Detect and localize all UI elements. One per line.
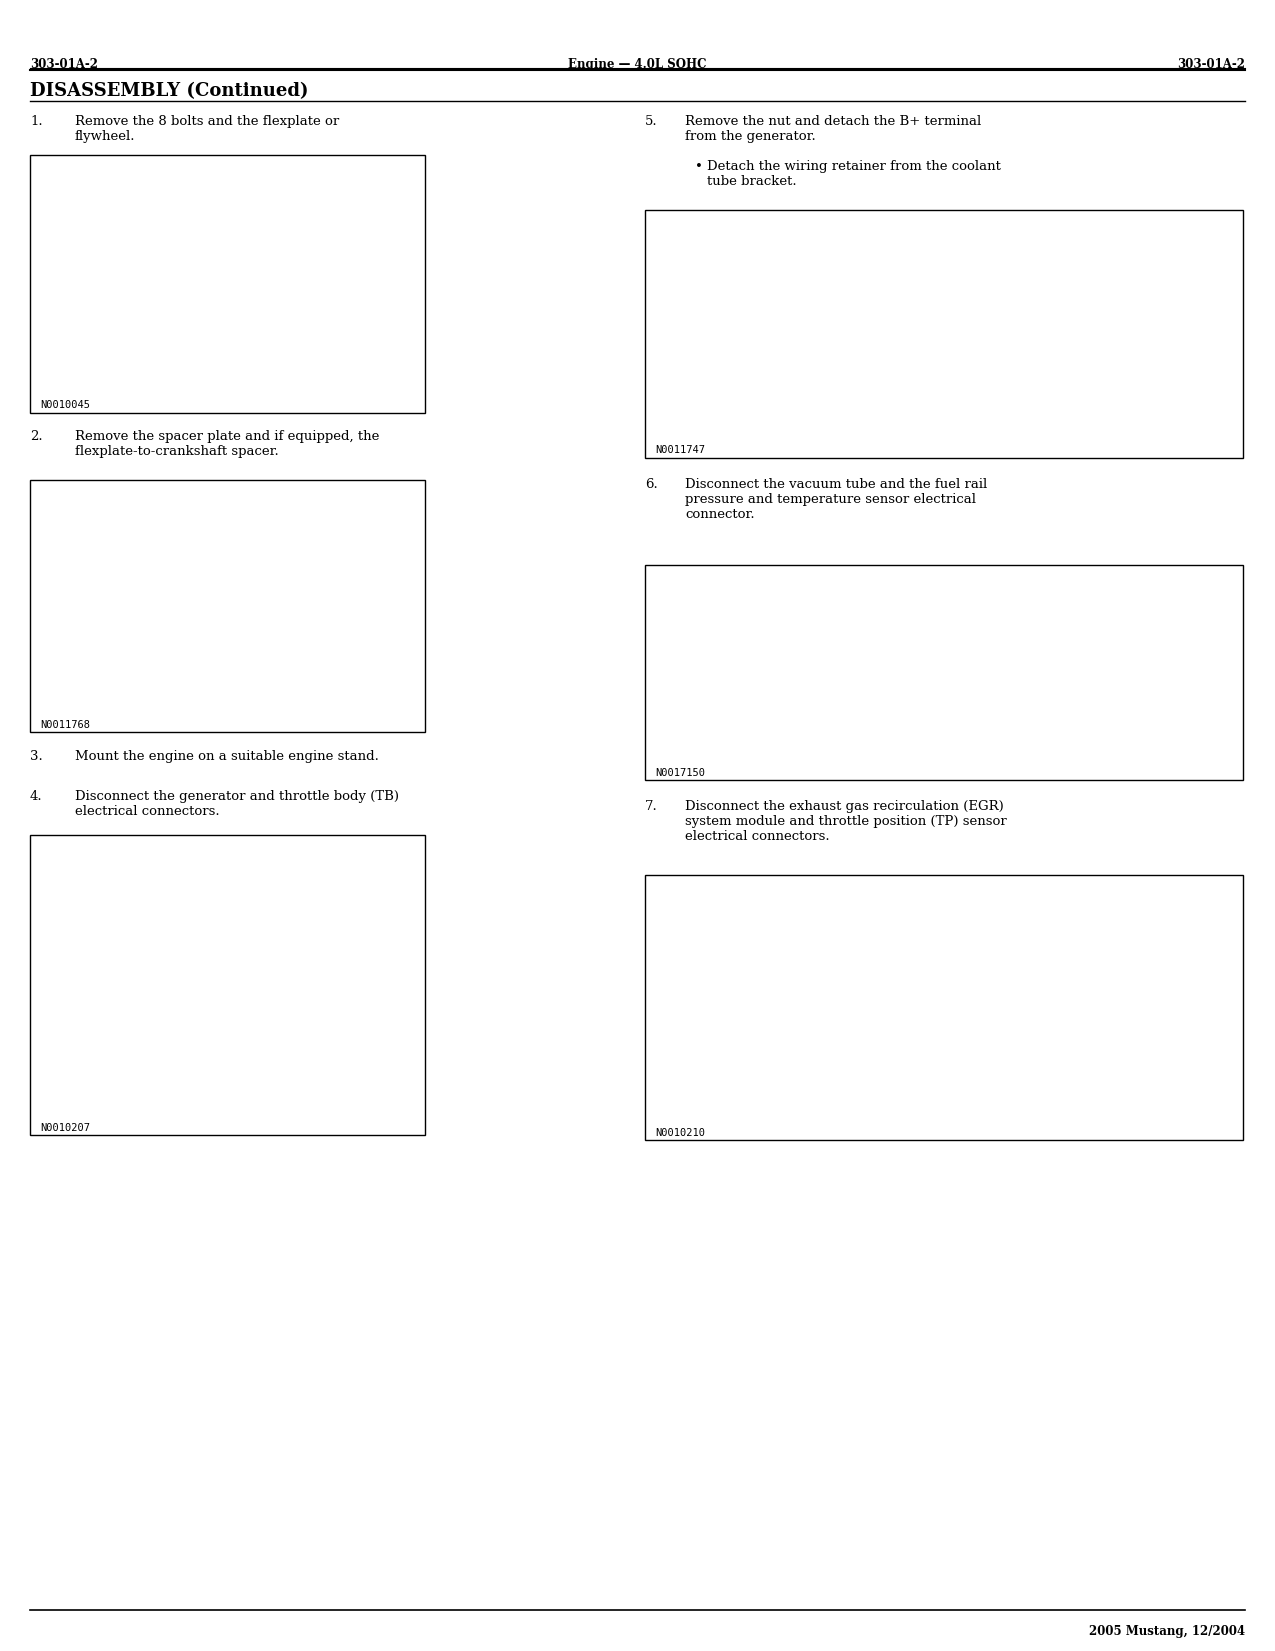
Text: N0011768: N0011768 bbox=[40, 720, 91, 730]
Text: 303-01A-2: 303-01A-2 bbox=[1177, 58, 1244, 71]
Text: N0011747: N0011747 bbox=[655, 446, 705, 456]
Text: •: • bbox=[695, 160, 703, 173]
Text: 2.: 2. bbox=[31, 429, 42, 442]
Text: Disconnect the exhaust gas recirculation (EGR)
system module and throttle positi: Disconnect the exhaust gas recirculation… bbox=[685, 801, 1007, 844]
Text: 7.: 7. bbox=[645, 801, 658, 812]
Text: 2005 Mustang, 12/2004: 2005 Mustang, 12/2004 bbox=[1089, 1625, 1244, 1638]
Bar bbox=[31, 155, 425, 413]
Text: 303-01A-2: 303-01A-2 bbox=[31, 58, 98, 71]
Text: Detach the wiring retainer from the coolant
tube bracket.: Detach the wiring retainer from the cool… bbox=[708, 160, 1001, 188]
Text: N0017150: N0017150 bbox=[655, 768, 705, 778]
Text: Engine — 4.0L SOHC: Engine — 4.0L SOHC bbox=[569, 58, 706, 71]
Text: 4.: 4. bbox=[31, 789, 42, 802]
Text: N0010045: N0010045 bbox=[40, 400, 91, 409]
Text: Mount the engine on a suitable engine stand.: Mount the engine on a suitable engine st… bbox=[75, 750, 379, 763]
Bar bbox=[31, 835, 425, 1134]
Text: Disconnect the vacuum tube and the fuel rail
pressure and temperature sensor ele: Disconnect the vacuum tube and the fuel … bbox=[685, 479, 987, 522]
Text: Disconnect the generator and throttle body (TB)
electrical connectors.: Disconnect the generator and throttle bo… bbox=[75, 789, 399, 817]
Text: 1.: 1. bbox=[31, 116, 42, 129]
Bar bbox=[645, 875, 1243, 1139]
Bar bbox=[645, 210, 1243, 457]
Text: 3.: 3. bbox=[31, 750, 43, 763]
Text: Remove the nut and detach the B+ terminal
from the generator.: Remove the nut and detach the B+ termina… bbox=[685, 116, 982, 144]
Bar bbox=[645, 565, 1243, 779]
Text: N0010210: N0010210 bbox=[655, 1128, 705, 1138]
Text: 6.: 6. bbox=[645, 479, 658, 490]
Text: 5.: 5. bbox=[645, 116, 658, 129]
Text: DISASSEMBLY (Continued): DISASSEMBLY (Continued) bbox=[31, 83, 309, 101]
Bar bbox=[31, 480, 425, 731]
Text: Remove the 8 bolts and the flexplate or
flywheel.: Remove the 8 bolts and the flexplate or … bbox=[75, 116, 339, 144]
Text: Remove the spacer plate and if equipped, the
flexplate-to-crankshaft spacer.: Remove the spacer plate and if equipped,… bbox=[75, 429, 380, 457]
Text: N0010207: N0010207 bbox=[40, 1123, 91, 1133]
